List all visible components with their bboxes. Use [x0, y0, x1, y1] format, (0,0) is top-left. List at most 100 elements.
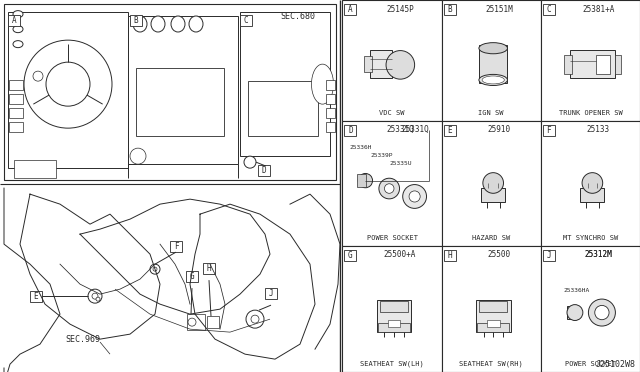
Ellipse shape: [133, 16, 147, 32]
Bar: [187, 314, 205, 330]
Bar: [326, 94, 335, 104]
Circle shape: [403, 185, 426, 208]
Bar: [479, 45, 508, 83]
Bar: [442, 0, 541, 121]
Circle shape: [251, 315, 259, 323]
Text: 25500: 25500: [488, 250, 511, 259]
Ellipse shape: [13, 11, 23, 17]
Circle shape: [96, 297, 100, 301]
Text: 25312M: 25312M: [584, 250, 612, 259]
Text: H: H: [207, 264, 211, 273]
Bar: [248, 81, 318, 136]
Text: SEATHEAT SW(RH): SEATHEAT SW(RH): [460, 361, 523, 367]
Text: A: A: [348, 5, 353, 14]
Text: C: C: [244, 16, 248, 25]
Text: SEATHEAT SW(LH): SEATHEAT SW(LH): [360, 361, 424, 367]
Text: B: B: [447, 5, 452, 14]
Circle shape: [582, 173, 603, 193]
Ellipse shape: [479, 43, 508, 54]
Text: G: G: [189, 272, 195, 281]
Text: MT SYNCHRO SW: MT SYNCHRO SW: [563, 234, 618, 241]
Ellipse shape: [482, 76, 504, 84]
Circle shape: [188, 318, 196, 326]
Bar: [9, 122, 23, 132]
Bar: [344, 4, 356, 15]
Bar: [8, 12, 128, 168]
Text: F: F: [173, 242, 179, 251]
Bar: [240, 15, 252, 26]
Bar: [186, 271, 198, 282]
Bar: [342, 246, 442, 372]
Bar: [444, 4, 456, 15]
Bar: [442, 246, 541, 372]
Bar: [477, 323, 509, 331]
Bar: [380, 301, 408, 312]
Bar: [128, 16, 238, 164]
Text: D: D: [262, 166, 266, 175]
Text: 25500+A: 25500+A: [384, 250, 416, 259]
Text: G: G: [348, 250, 353, 260]
Circle shape: [588, 299, 616, 326]
Bar: [9, 108, 23, 118]
Bar: [487, 321, 500, 327]
Text: SEC.680: SEC.680: [280, 12, 316, 21]
Text: POWER SOCKET: POWER SOCKET: [367, 234, 417, 241]
Circle shape: [150, 264, 160, 274]
Circle shape: [409, 191, 420, 202]
Text: C: C: [547, 5, 551, 14]
Ellipse shape: [151, 16, 165, 32]
Bar: [136, 68, 224, 136]
Text: 25151M: 25151M: [485, 4, 513, 13]
Bar: [326, 80, 335, 90]
Text: 25145P: 25145P: [386, 4, 414, 13]
Bar: [265, 288, 277, 299]
Bar: [344, 250, 356, 260]
Bar: [258, 165, 270, 176]
Text: H: H: [447, 250, 452, 260]
Bar: [8, 15, 20, 26]
Circle shape: [595, 305, 609, 320]
Bar: [9, 80, 23, 90]
Bar: [481, 188, 505, 202]
Text: IGN SW: IGN SW: [479, 110, 504, 116]
Ellipse shape: [13, 26, 23, 33]
Bar: [170, 241, 182, 252]
Bar: [342, 121, 442, 246]
Text: SEC.969: SEC.969: [65, 335, 100, 344]
Text: 25335U: 25335U: [389, 161, 412, 166]
Bar: [326, 122, 335, 132]
Circle shape: [358, 173, 372, 188]
Bar: [240, 12, 330, 156]
Text: J: J: [547, 250, 551, 260]
Circle shape: [379, 178, 399, 199]
Text: 25339P: 25339P: [370, 153, 393, 158]
Text: POWER SOCKET: POWER SOCKET: [565, 361, 616, 367]
Text: 25910: 25910: [488, 125, 511, 134]
Circle shape: [88, 289, 102, 303]
Ellipse shape: [479, 74, 508, 86]
Bar: [541, 246, 640, 372]
Bar: [326, 108, 335, 118]
Bar: [543, 250, 555, 260]
Bar: [30, 291, 42, 302]
Text: 25312M: 25312M: [584, 250, 612, 259]
Bar: [541, 0, 640, 121]
Circle shape: [130, 148, 146, 164]
Text: D: D: [348, 126, 353, 135]
Circle shape: [244, 156, 256, 168]
Text: HAZARD SW: HAZARD SW: [472, 234, 510, 241]
Circle shape: [385, 184, 394, 193]
Bar: [444, 125, 456, 136]
Ellipse shape: [13, 41, 23, 48]
Bar: [444, 250, 456, 260]
Text: 25336HA: 25336HA: [564, 288, 590, 293]
Text: J: J: [269, 289, 273, 298]
Ellipse shape: [171, 16, 185, 32]
Circle shape: [33, 71, 43, 81]
Text: J25102W8: J25102W8: [596, 360, 636, 369]
Text: TRUNK OPENER SW: TRUNK OPENER SW: [559, 110, 622, 116]
Text: 25381+A: 25381+A: [582, 4, 614, 13]
Bar: [364, 56, 372, 72]
Bar: [388, 321, 401, 327]
Bar: [203, 263, 215, 274]
